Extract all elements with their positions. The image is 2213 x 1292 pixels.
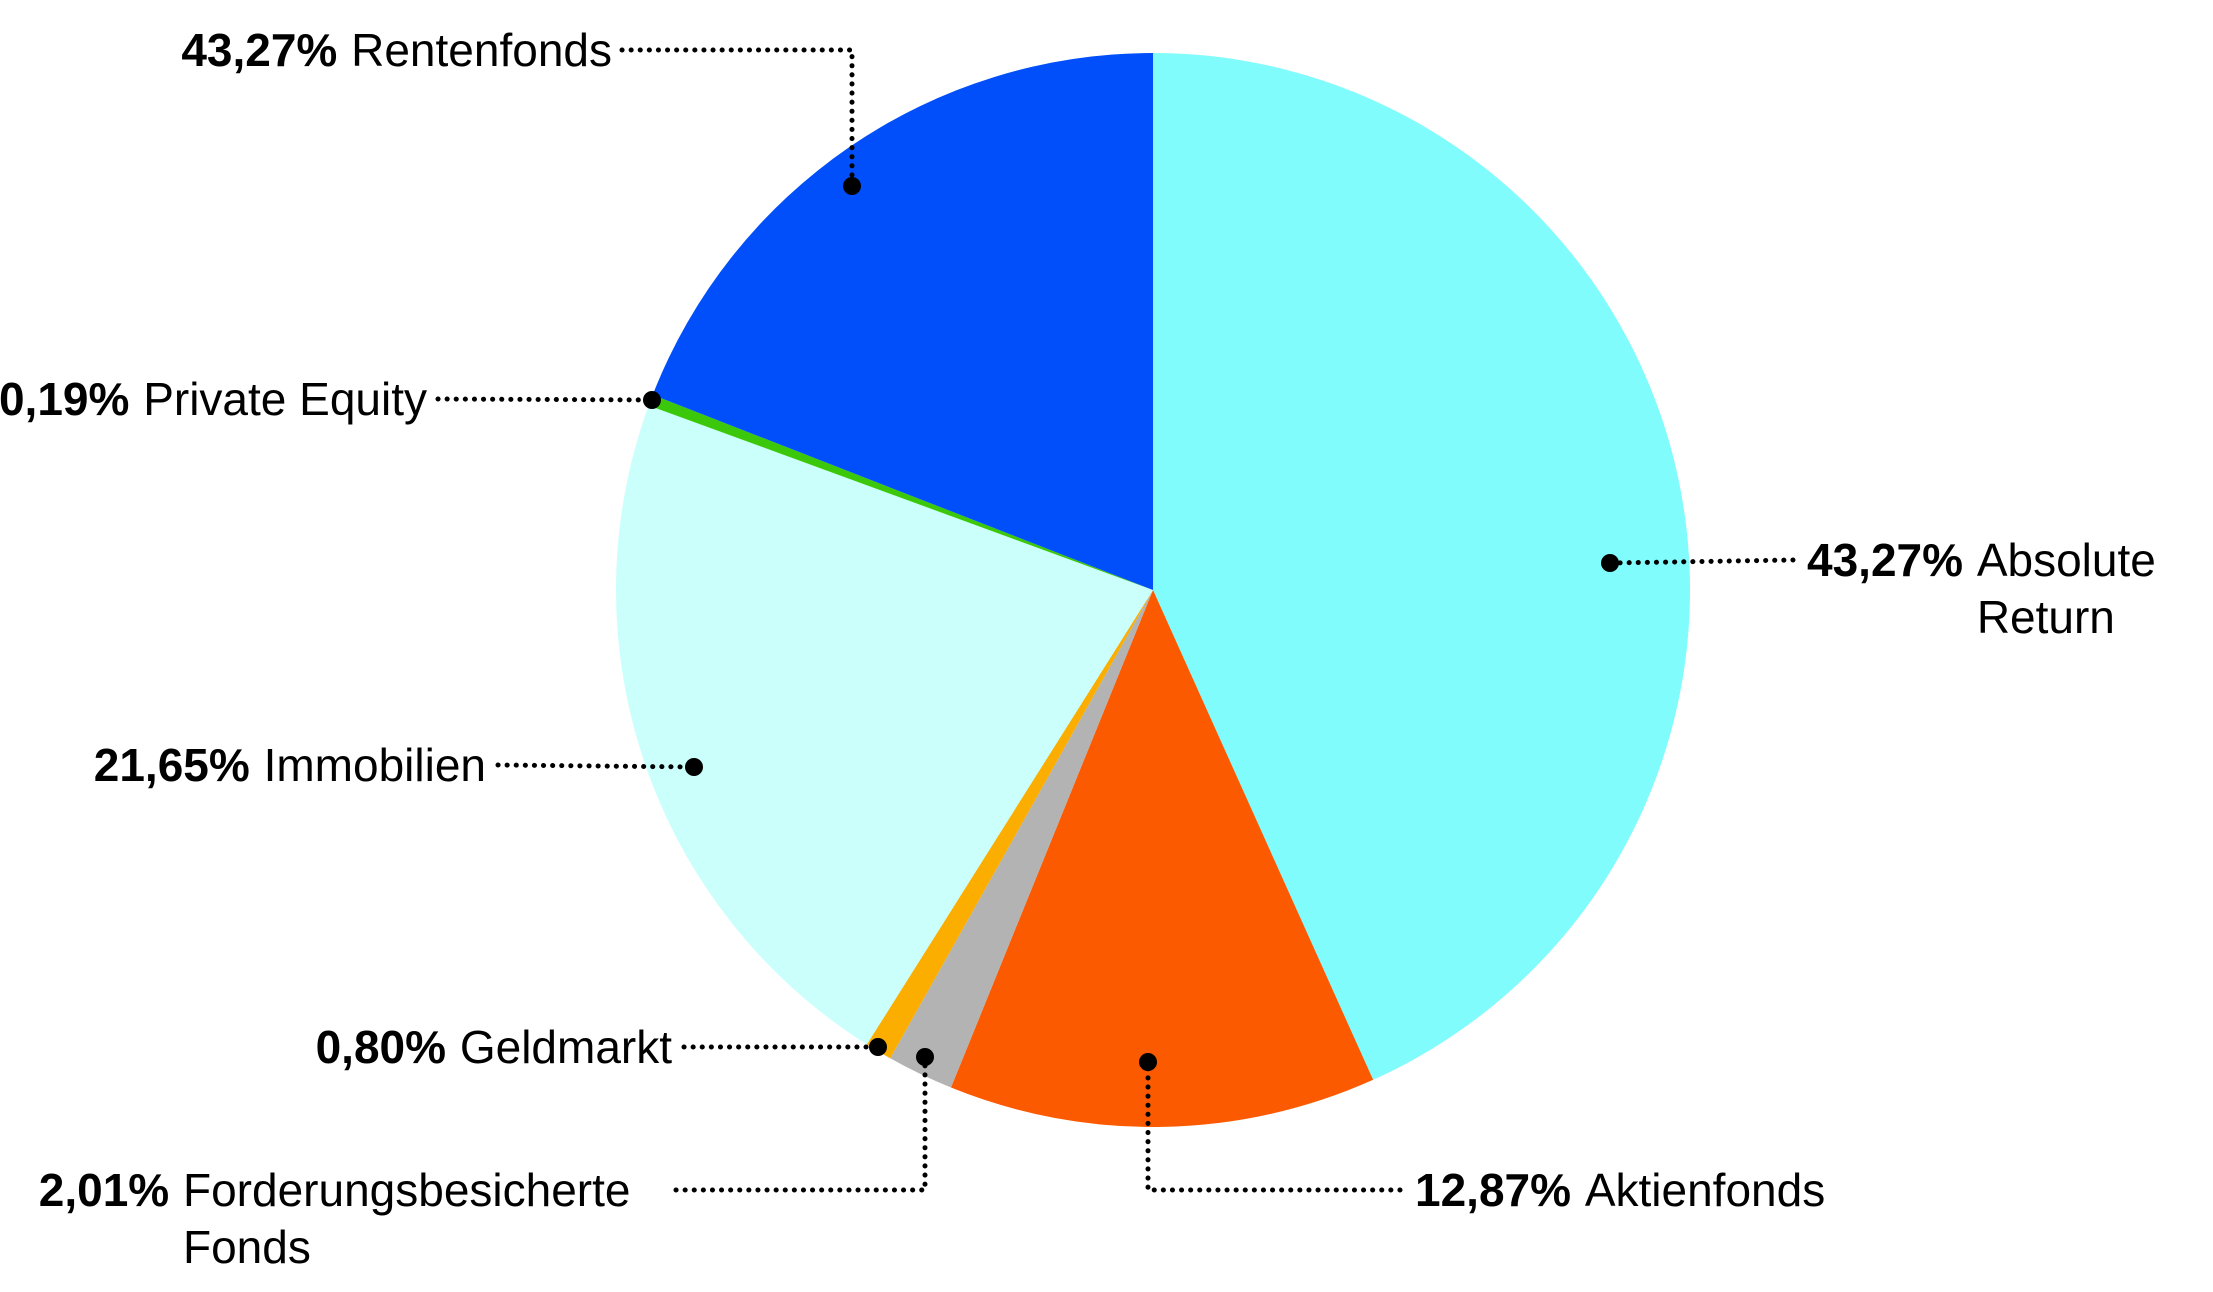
slice-label-aktienfonds: 12,87% Aktienfonds <box>1415 1162 1825 1219</box>
slice-name: Private Equity <box>143 372 427 425</box>
slice-label-geldmarkt: 0,80% Geldmarkt <box>316 1019 672 1076</box>
slice-label-immobilien: 21,65% Immobilien <box>94 737 486 794</box>
pie-slice-geldmarkt <box>866 590 1153 1059</box>
pie-slice-private-equity <box>648 394 1153 590</box>
slice-label-absolute-return: 43,27% Absolute Return <box>1807 532 2177 646</box>
slice-percent: 2,01% <box>38 1163 170 1216</box>
slice-name: Geldmarkt <box>459 1020 672 1073</box>
leader-dot-private-equity <box>643 391 661 409</box>
slice-name: Forderungsbesicherte Fonds <box>183 1163 631 1273</box>
slice-percent: 0,80% <box>315 1020 447 1073</box>
leader-dot-forderungsbesicherte-fonds <box>916 1048 934 1066</box>
leader-line-forderungsbesicherte-fonds <box>673 1054 928 1193</box>
slice-name: Absolute Return <box>1976 533 2156 643</box>
pie-slice-forderungsbesicherte-fonds <box>890 590 1153 1088</box>
slice-label-forderungsbesicherte-fonds: 2,01% Forderungsbesicherte Fonds <box>39 1162 663 1276</box>
slice-percent: 0,19% <box>0 372 130 425</box>
leader-dot-geldmarkt <box>869 1038 887 1056</box>
slice-percent: 43,27% <box>181 23 338 76</box>
leader-line-immobilien <box>495 762 697 770</box>
leader-line-absolute-return <box>1607 557 1796 566</box>
leader-dot-immobilien <box>685 758 703 776</box>
leader-line-private-equity <box>435 396 655 403</box>
pie-slice-absolute-return <box>1153 53 1691 1080</box>
leader-line-rentenfonds <box>619 47 855 189</box>
leader-dot-absolute-return <box>1601 554 1619 572</box>
slice-label-private-equity: 0,19% Private Equity <box>0 371 427 428</box>
pie-slice-immobilien <box>616 405 1153 1045</box>
pie-slice-rentenfonds <box>652 53 1153 590</box>
slice-label-rentenfonds: 43,27% Rentenfonds <box>181 22 612 79</box>
slice-name: Aktienfonds <box>1584 1163 1826 1216</box>
slice-name: Rentenfonds <box>351 23 612 76</box>
pie-slice-aktienfonds <box>950 590 1374 1128</box>
leader-dot-rentenfonds <box>843 177 861 195</box>
leader-line-aktienfonds <box>1145 1059 1403 1193</box>
slice-name: Immobilien <box>263 738 486 791</box>
slice-percent: 43,27% <box>1807 533 1964 586</box>
leader-dot-aktienfonds <box>1139 1053 1157 1071</box>
slice-percent: 21,65% <box>93 738 250 791</box>
slice-percent: 12,87% <box>1415 1163 1572 1216</box>
